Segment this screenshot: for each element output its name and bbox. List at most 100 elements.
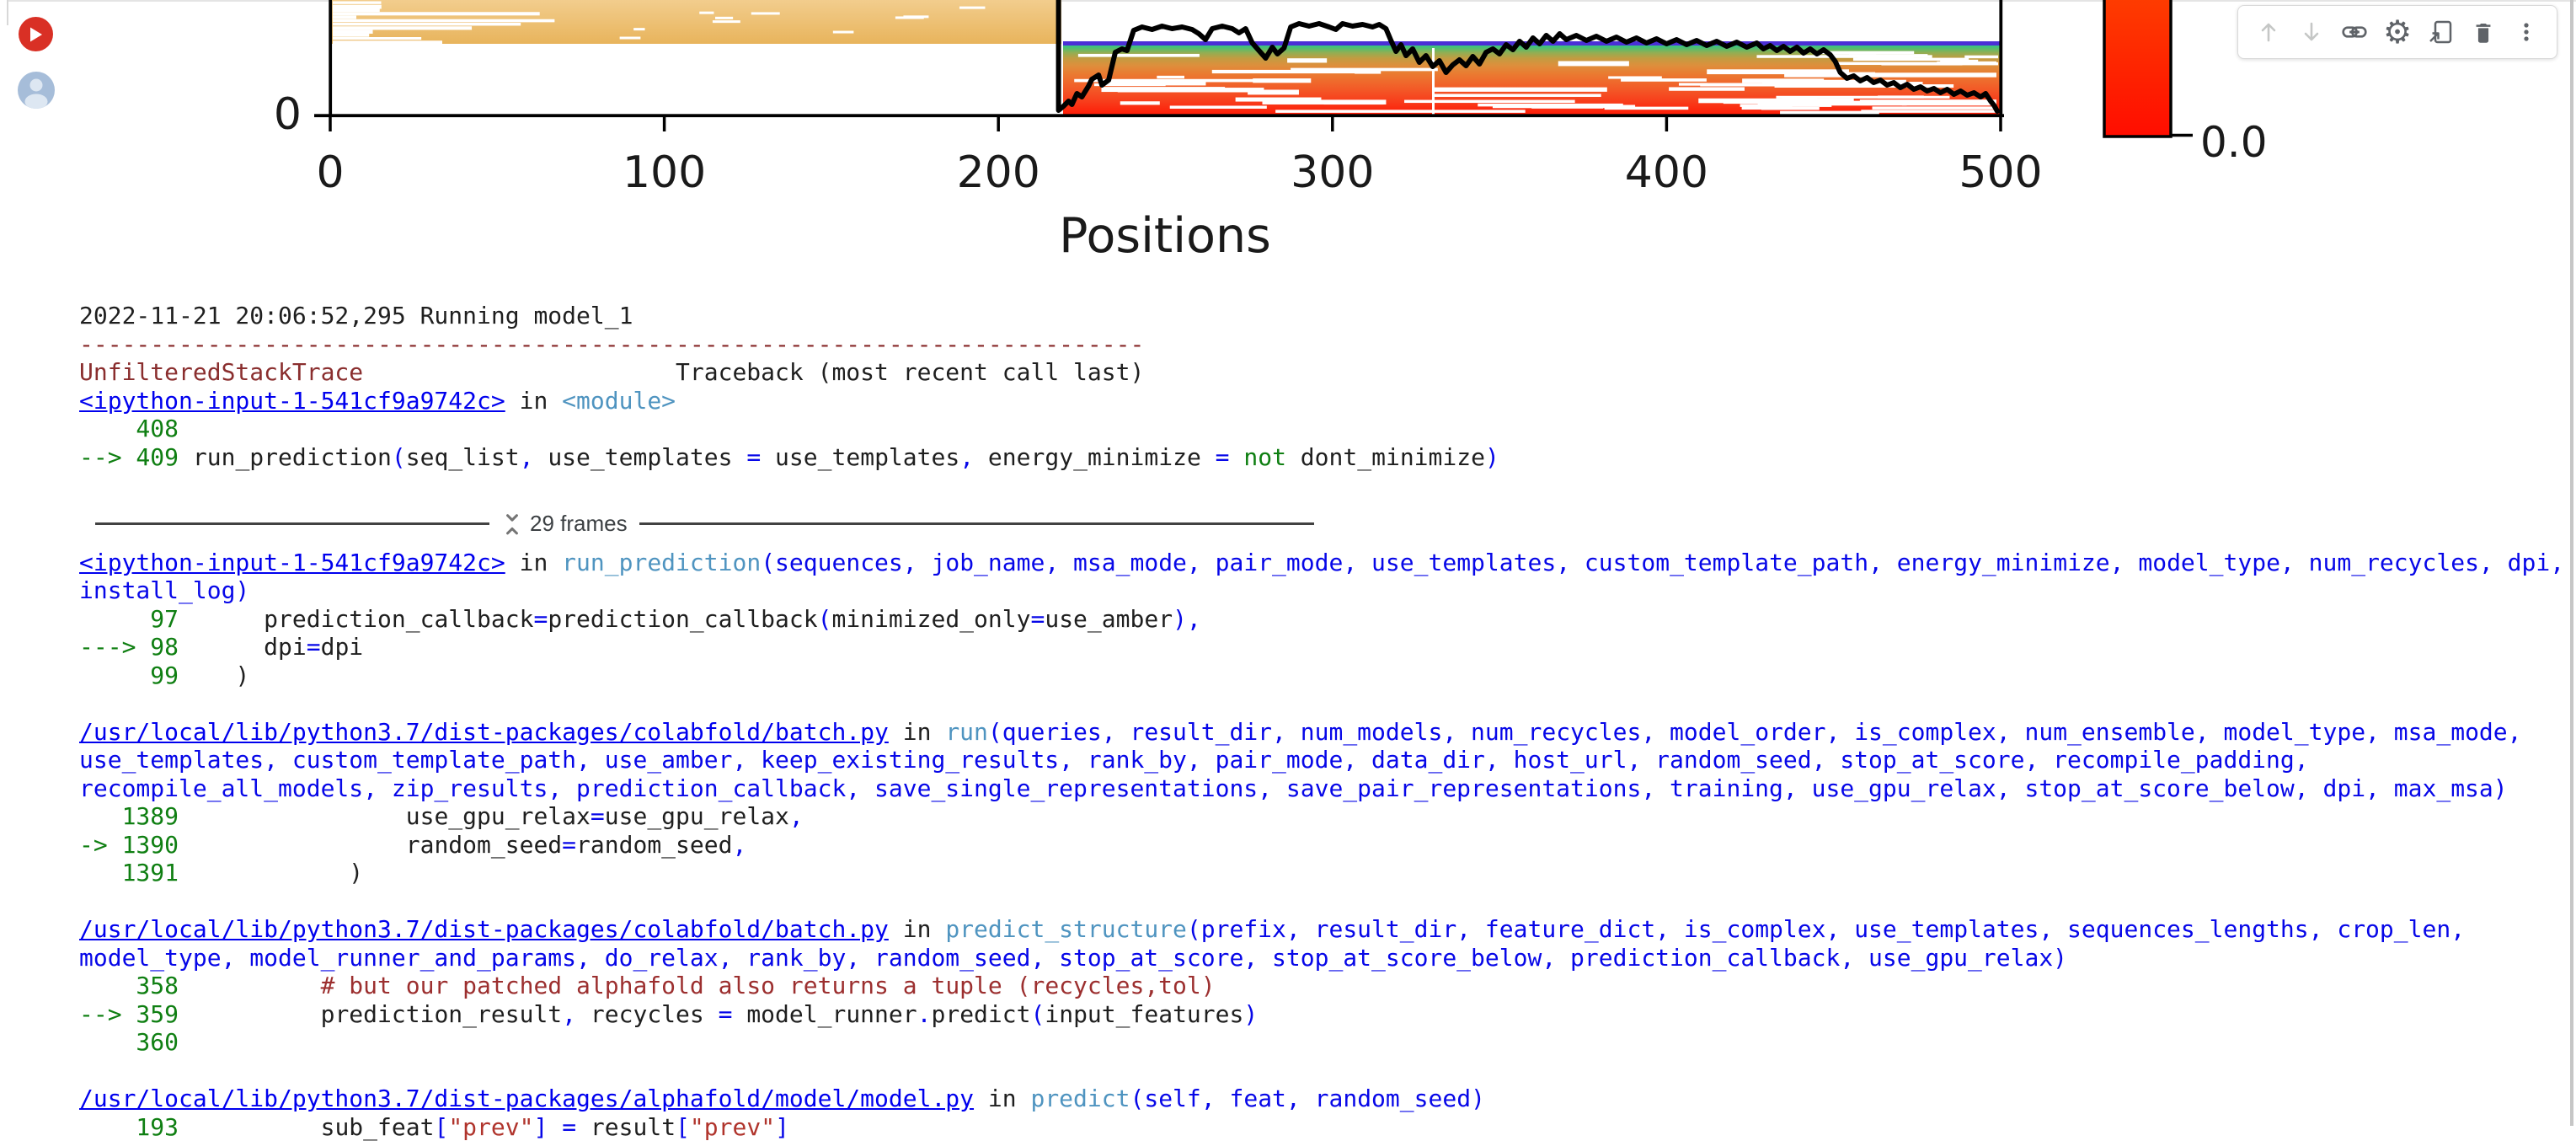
file-link[interactable]: /usr/local/lib/python3.7/dist-packages/c… <box>79 718 889 746</box>
code-text: = <box>533 605 548 633</box>
x-tick-label: 500 <box>1959 147 2042 198</box>
code-text: = <box>307 633 321 661</box>
msa-gap <box>1433 88 1607 92</box>
code-text: 193 <box>79 1113 179 1141</box>
msa-gap <box>333 8 380 12</box>
y-axis-spine <box>329 0 332 117</box>
msa-gap <box>1838 62 1939 66</box>
traceback-line: <ipython-input-1-541cf9a9742c> in <modul… <box>79 387 2566 415</box>
code-text: ( <box>392 443 406 471</box>
code-text: seq_list <box>406 443 520 471</box>
msa-gap <box>833 31 854 34</box>
msa-gap <box>1432 48 1435 115</box>
code-text: --> 359 <box>79 1000 179 1028</box>
traceback-line: UnfilteredStackTrace Traceback (most rec… <box>79 358 2566 387</box>
code-text: = <box>562 1113 576 1141</box>
code-text: --> 409 <box>79 443 179 471</box>
traceback-line: --> 409 run_prediction(seq_list, use_tem… <box>79 443 2566 472</box>
traceback-line: 408 <box>79 415 2566 443</box>
file-link[interactable]: <ipython-input-1-541cf9a9742c> <box>79 549 505 576</box>
code-text: recycles <box>576 1000 719 1028</box>
code-text: ] <box>775 1113 789 1141</box>
code-text: use_templates <box>533 443 746 471</box>
code-text: sub_feat <box>179 1113 434 1141</box>
right-spine <box>1999 0 2002 117</box>
code-text: predict_structure <box>945 915 1187 943</box>
code-text: in <box>974 1085 1030 1112</box>
msa-gap <box>1605 107 1689 110</box>
file-link[interactable]: /usr/local/lib/python3.7/dist-packages/a… <box>79 1085 974 1112</box>
msa-gap <box>1558 62 1629 67</box>
code-text: in <box>889 718 945 746</box>
msa-gap <box>1964 56 1998 59</box>
file-link[interactable]: /usr/local/lib/python3.7/dist-packages/c… <box>79 915 889 943</box>
code-text: [ <box>676 1113 690 1141</box>
traceback-line: --> 359 prediction_result, recycles = mo… <box>79 1000 2566 1029</box>
x-tick-label: 200 <box>957 147 1040 198</box>
msa-gap <box>1861 110 1996 113</box>
traceback-line: /usr/local/lib/python3.7/dist-packages/c… <box>79 718 2566 747</box>
traceback-line: 99 ) <box>79 662 2566 690</box>
traceback-line: 1391 ) <box>79 859 2566 887</box>
msa-gap <box>699 12 713 14</box>
code-text: dpi <box>321 633 364 661</box>
code-text: 1391 <box>79 859 179 887</box>
msa-gap <box>1878 95 1924 99</box>
code-text: random_seed <box>179 831 562 859</box>
code-text: in <box>505 549 562 576</box>
traceback-line <box>79 471 2566 500</box>
msa-gap <box>1758 103 1907 106</box>
traceback-line: 358 # but our patched alphafold also ret… <box>79 972 2566 1000</box>
msa-gap <box>1761 107 1820 110</box>
msa-gap <box>1287 58 1327 62</box>
code-text: ( <box>1031 1000 1045 1028</box>
divider-line <box>639 522 1314 525</box>
code-text: run_prediction <box>179 443 392 471</box>
code-text: = <box>1030 605 1045 633</box>
code-text: prediction_callback <box>548 605 817 633</box>
divider-line <box>95 522 489 525</box>
y-tick-label: 0 <box>274 89 302 140</box>
hidden-frames-toggle[interactable]: 29 frames <box>95 500 1314 549</box>
msa-gap <box>1872 106 1996 109</box>
traceback-line: /usr/local/lib/python3.7/dist-packages/a… <box>79 1085 2566 1113</box>
code-text: <module> <box>562 387 676 415</box>
code-text: (sequences, job_name, msa_mode, pair_mod… <box>761 549 2564 576</box>
code-text: prediction_callback <box>179 605 533 633</box>
traceback-line: ----------------------------------------… <box>79 330 2566 359</box>
msa-gap <box>1698 99 1853 104</box>
code-text: = <box>719 1000 733 1028</box>
file-link[interactable]: <ipython-input-1-541cf9a9742c> <box>79 387 505 415</box>
traceback-line <box>79 689 2566 718</box>
code-text: ) <box>179 662 249 689</box>
traceback-line <box>79 887 2566 916</box>
code-text: predict <box>1030 1085 1130 1112</box>
code-text: random_seed <box>576 831 732 859</box>
code-text: ) <box>1243 1000 1258 1028</box>
code-text: ), <box>1173 605 1201 633</box>
code-text: dont_minimize <box>1286 443 1485 471</box>
msa-gap <box>1253 78 1311 83</box>
msa-gap <box>1157 76 1184 78</box>
code-text: use_gpu_relax <box>179 802 591 830</box>
msa-gap <box>620 37 641 40</box>
x-axis-spine <box>314 114 2004 117</box>
code-text: , <box>789 802 804 830</box>
msa-gap <box>903 15 928 18</box>
traceback-line: ---> 98 dpi=dpi <box>79 633 2566 662</box>
code-text: (self, feat, random_seed) <box>1130 1085 1484 1112</box>
msa-gap <box>1820 51 1915 55</box>
code-text: install_log) <box>79 576 249 604</box>
colorbar <box>2104 0 2171 137</box>
msa-gap <box>333 16 356 19</box>
msa-gap <box>1669 87 1745 90</box>
code-text: energy_minimize <box>974 443 1216 471</box>
msa-gap <box>713 20 740 23</box>
msa-gap <box>333 12 540 15</box>
x-axis-label: Positions <box>1059 208 1271 264</box>
traceback-line: 360 <box>79 1028 2566 1057</box>
code-text: ( <box>818 605 832 633</box>
x-tick-label: 0 <box>316 147 344 198</box>
code-text <box>548 1113 562 1141</box>
